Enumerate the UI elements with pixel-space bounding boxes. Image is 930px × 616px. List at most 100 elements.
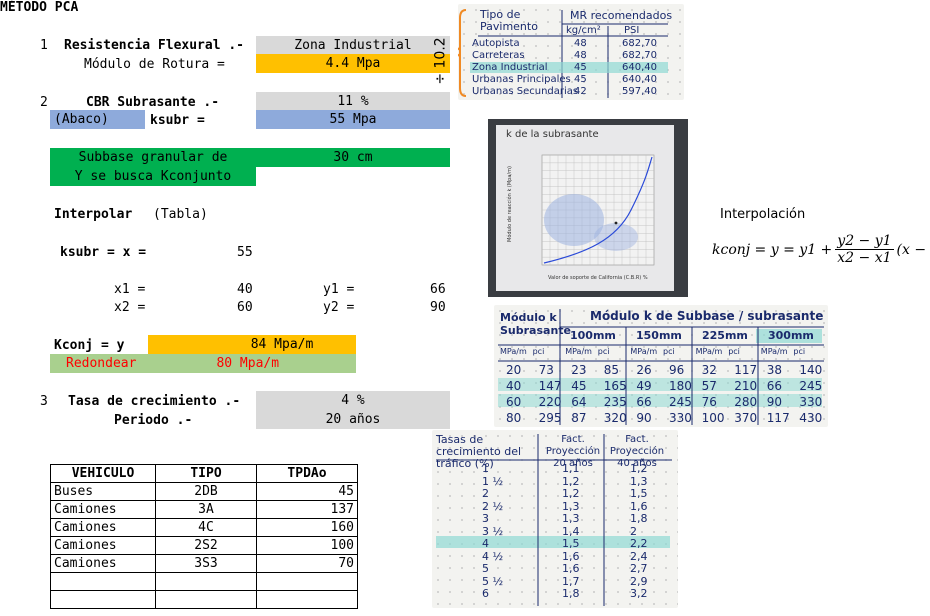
step2-label: CBR Subrasante .- [86,95,220,110]
growth-f40: 3,2 [630,587,648,600]
y1-value: 66 [430,282,446,297]
type-cell[interactable]: 3A [155,500,257,519]
mr-note-rows: Autopista 48 682,70 Carreteras 48 682,70 Zona … [472,38,672,98]
mr-note-kg: 45 [574,74,587,85]
growth-f20: 1,1 [562,462,580,475]
k-note-thickness: 100mm [570,329,616,342]
mr-note-row: Autopista 48 682,70 [472,38,672,50]
subbase-value[interactable]: 30 cm [256,148,450,167]
table-row [50,572,358,591]
tpdao-cell[interactable]: 70 [256,554,358,573]
subbase-line1: Subbase granular de [50,148,256,167]
k-note-cell: 330 [669,411,692,425]
k-note-cell: 57 [701,379,717,393]
mr-note-pav: Urbanas Principales [472,74,571,85]
round-row[interactable]: Redondear 80 Mpa/m [50,354,356,373]
x2-value: 60 [237,300,253,315]
kconj-label: Kconj = y [54,338,125,353]
growth-rate: 3 ½ [482,524,504,538]
interp-right-title: Interpolación [720,207,806,222]
tpdao-cell[interactable]: 45 [256,482,358,501]
period-cell[interactable]: 20 años [256,410,450,429]
k-note-cell: 87 [571,411,587,425]
tpdao-cell[interactable]: 100 [256,536,358,555]
type-cell[interactable] [155,572,257,591]
k-note-cell: 85 [603,363,620,377]
interp-tabla: (Tabla) [153,207,208,222]
growth-note-row: 2 ½ 1,3 1,6 [436,500,672,513]
chart-photo: k de la subrasante Módulo de reacción k … [488,119,688,297]
table-row: Buses 2DB 45 [50,482,358,501]
tpdao-cell[interactable] [256,572,358,591]
step3-number: 3 [40,394,48,409]
k-note-cell: 80 [506,411,522,425]
k-note-cell: 430 [799,411,823,425]
growth-rate: 1 ½ [482,474,504,488]
k-note-unit: pci [728,347,740,356]
k-note-cell: 23 [571,363,587,377]
rate-cell[interactable]: 4 % [256,391,450,410]
growth-f40: 2 [630,524,637,538]
header-tipo: TIPO [155,464,257,483]
formula-den: x2 − x1 [837,250,892,266]
formula-tail: (x − x1) [896,241,930,258]
formula-num: y2 − y1 [835,233,894,250]
tpdao-cell[interactable] [256,590,358,609]
mr-note-pav: Urbanas Secundarias [472,86,579,97]
vehicle-cell[interactable]: Buses [50,482,156,501]
growth-note-row: 1 ½ 1,2 1,3 [436,475,672,488]
zone-cell[interactable]: Zona Industrial [256,36,450,54]
type-cell[interactable] [155,590,257,609]
type-cell[interactable]: 2S2 [155,536,257,555]
k-note-cell: 90 [636,411,652,425]
k-note-unit: pci [597,347,610,356]
interp-formula: kconj = y = y1 + y2 − y1 x2 − x1 (x − x1… [712,233,930,266]
k-note-highlight-row40 [498,378,822,391]
growth-f40: 1,5 [630,487,648,500]
growth-f20: 1,2 [562,474,580,488]
chart-photo-ylabel: Módulo de reacción k (Mpa/m) [506,166,513,242]
period-label: Periodo .- [114,413,193,428]
vehicle-table-body: Buses 2DB 45 Camiones 3A 137 Camiones 4C 160 Cami… [50,482,358,609]
table-row: Camiones 3A 137 [50,500,358,519]
vehicle-cell[interactable] [50,590,156,609]
subbase-line2: Y se busca Kconjunto [50,167,256,186]
y2-value: 90 [430,300,446,315]
vehicle-cell[interactable] [50,572,156,591]
growth-note-photo: Tasas de crecimiento del tráfico (%) Fac… [432,430,678,608]
type-cell[interactable]: 2DB [155,482,257,501]
mr-note-psi: 640,40 [622,62,657,73]
k-note-cell: 245 [669,395,692,409]
step3-label: Tasa de crecimiento .- [68,394,241,409]
tpdao-cell[interactable]: 137 [256,500,358,519]
kconj-value-cell[interactable]: 84 Mpa/m [148,335,356,354]
growth-f20: 1,6 [562,549,580,563]
k-note-cell: 220 [538,395,562,409]
growth-rate: 6 [482,587,489,600]
mr-value-cell[interactable]: 4.4 Mpa [256,54,450,73]
ksubr-value-cell[interactable]: 55 Mpa [256,110,450,129]
growth-rate: 5 [482,562,489,575]
type-cell[interactable]: 3S3 [155,554,257,573]
growth-f40: 2,7 [630,562,648,575]
mr-note-pav: Autopista [472,38,520,49]
k-note-unit: MPa/m [760,347,788,356]
vehicle-cell[interactable]: Camiones [50,500,156,519]
growth-f40: 1,3 [630,474,648,488]
cbr-cell[interactable]: 11 % [256,92,450,110]
vehicle-cell[interactable]: Camiones [50,518,156,537]
growth-rate: 4 [482,537,489,550]
step2-number: 2 [40,95,48,110]
growth-note-lines [436,434,672,606]
growth-f20: 1,7 [562,574,580,588]
type-cell[interactable]: 4C [155,518,257,537]
vehicle-cell[interactable]: Camiones [50,536,156,555]
k-note-cell: 180 [669,379,692,393]
tpdao-cell[interactable]: 160 [256,518,358,537]
mr-note-row: Urbanas Principales 45 640,40 [472,74,672,86]
page-title: MÉTODO PCA [0,0,79,15]
k-note-row: 60 220 64 235 66 245 76 280 90 330 [498,395,824,411]
growth-note-row: 3 ½ 1,4 2 [436,525,672,538]
vehicle-cell[interactable]: Camiones [50,554,156,573]
mr-note-psi: 597,40 [622,86,657,97]
